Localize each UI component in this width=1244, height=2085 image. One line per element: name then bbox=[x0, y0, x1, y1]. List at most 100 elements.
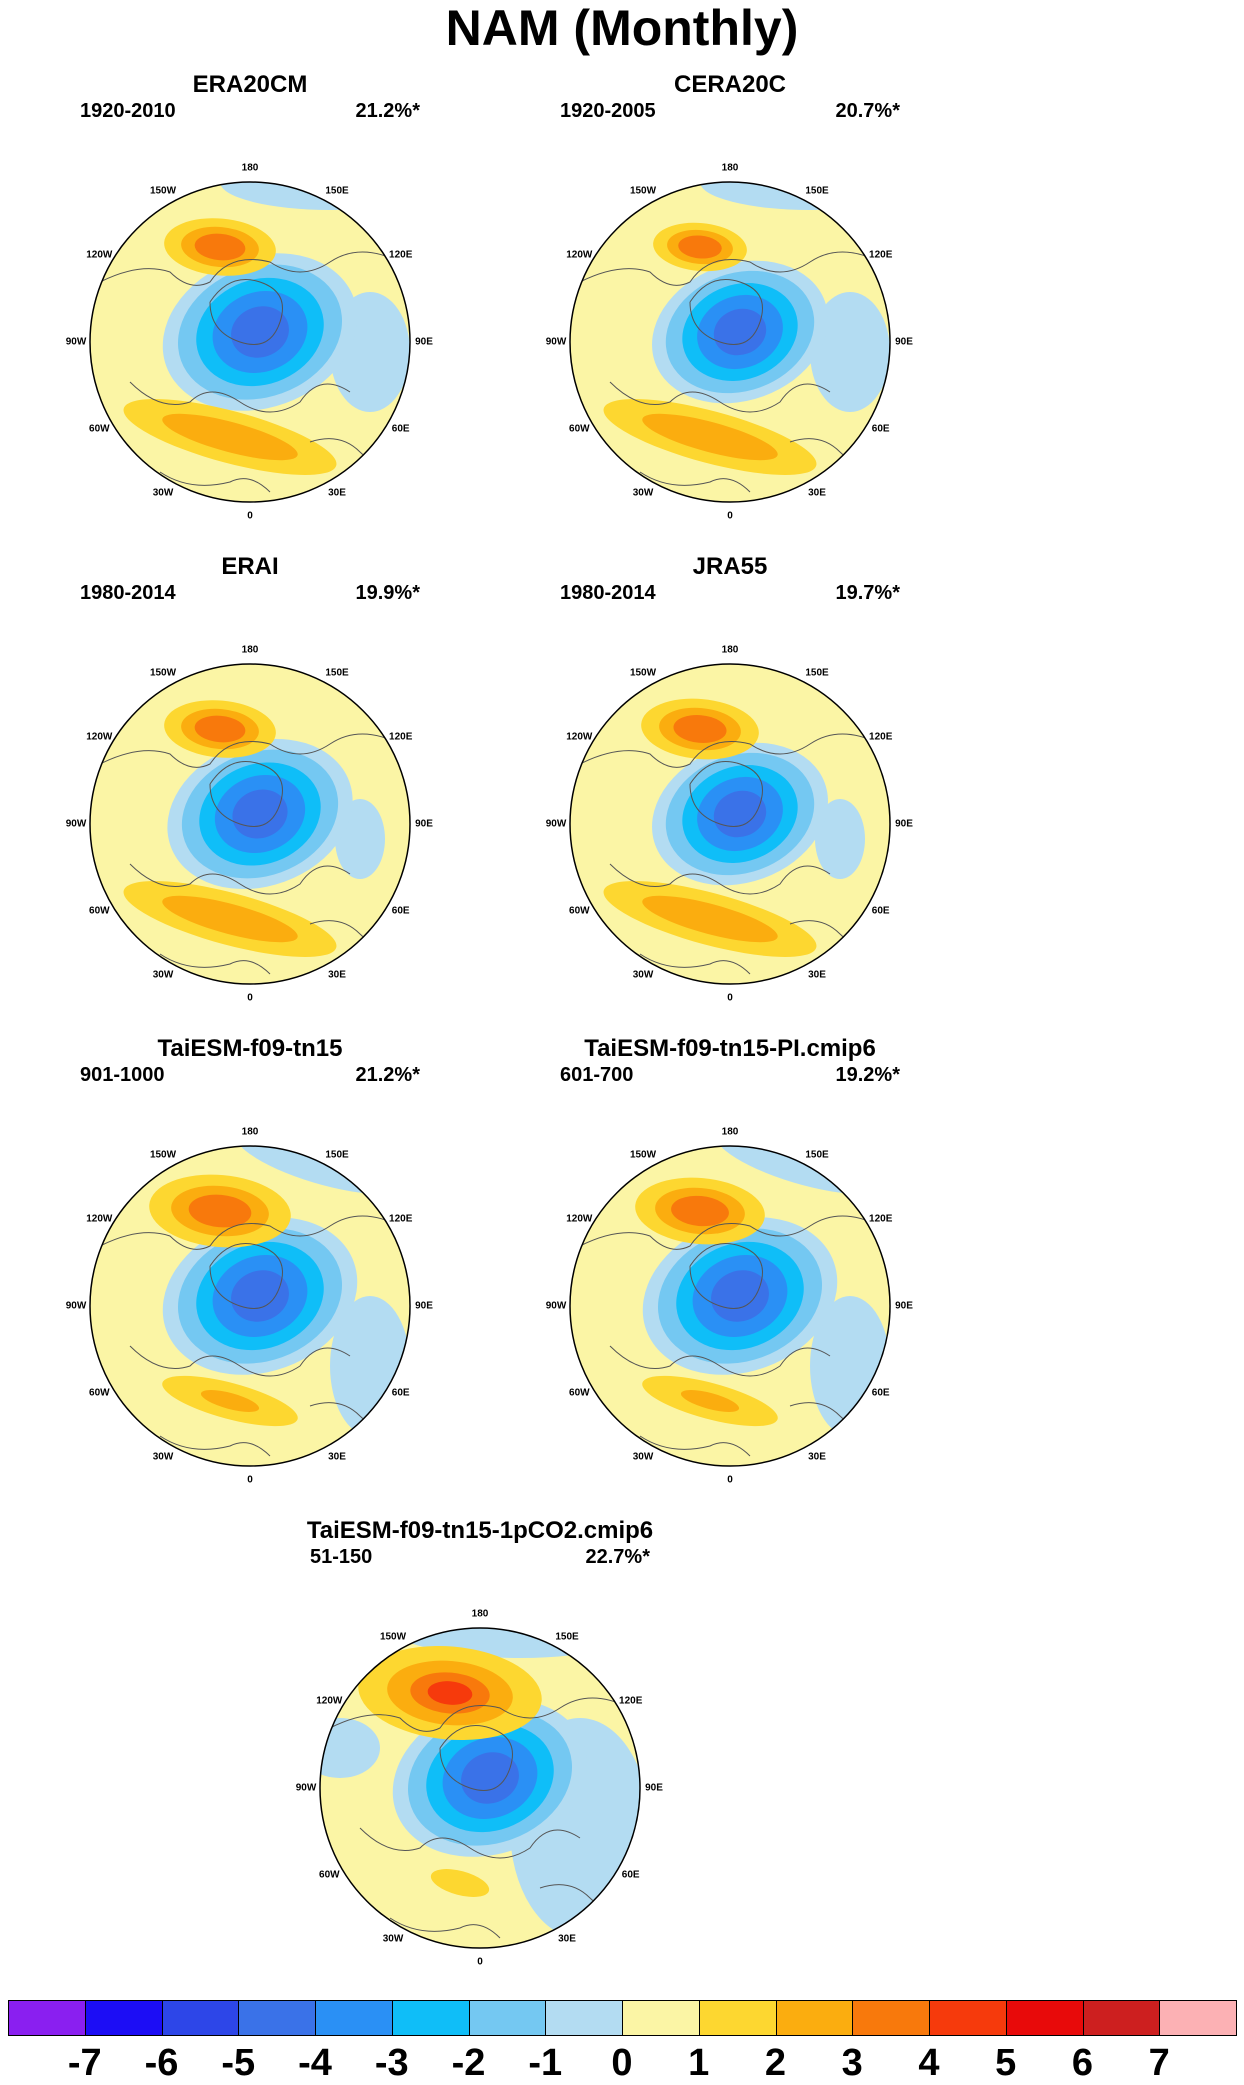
negative-anomaly-contour bbox=[231, 306, 289, 358]
longitude-label: 180 bbox=[241, 162, 259, 174]
explained-variance: 20.7%* bbox=[835, 100, 901, 122]
panel-title: ERAI bbox=[221, 553, 279, 580]
colorbar-tick-label: 6 bbox=[1071, 2042, 1094, 2084]
longitude-label: 120W bbox=[86, 249, 113, 261]
longitude-label: 120E bbox=[869, 1213, 893, 1225]
coastline bbox=[99, 733, 401, 768]
colorbar-swatch bbox=[8, 2000, 86, 2036]
coastline bbox=[159, 471, 271, 493]
colorbar-tick-label: 1 bbox=[688, 2042, 710, 2084]
negative-anomaly-contour bbox=[231, 1270, 289, 1322]
longitude-label: 60W bbox=[569, 905, 590, 917]
colorbar-swatch bbox=[238, 2000, 316, 2036]
longitude-label: 150E bbox=[325, 1149, 349, 1161]
map-border bbox=[89, 181, 411, 503]
coastline bbox=[639, 953, 751, 975]
positive-anomaly-contour bbox=[188, 1194, 252, 1228]
panel-period: 1920-2010 bbox=[80, 100, 176, 122]
longitude-label: 90W bbox=[295, 1782, 317, 1794]
colorbar-swatch bbox=[1159, 2000, 1237, 2036]
colorbar-tick-label: 7 bbox=[1148, 2042, 1170, 2084]
polar-map bbox=[569, 1145, 891, 1467]
colorbar-tick-label: -2 bbox=[451, 2042, 486, 2084]
longitude-label: 120E bbox=[389, 731, 413, 743]
coastline bbox=[439, 1725, 513, 1791]
longitude-label: 120E bbox=[619, 1695, 643, 1707]
longitude-label: 90E bbox=[415, 1300, 433, 1312]
coastline bbox=[159, 1435, 271, 1457]
longitude-label: 150W bbox=[149, 1149, 177, 1161]
explained-variance: 21.2%* bbox=[355, 100, 421, 122]
coastline bbox=[209, 761, 283, 827]
longitude-label: 150W bbox=[379, 1631, 407, 1643]
negative-anomaly-patch bbox=[815, 799, 865, 879]
map-panel: TaiESM-f09-tn15-PI.cmip6 601-700 19.2%* 180… bbox=[520, 1034, 940, 1504]
longitude-label: 150W bbox=[629, 667, 657, 679]
positive-anomaly-contour bbox=[642, 413, 778, 461]
map-border bbox=[569, 181, 891, 503]
longitude-label: 150E bbox=[325, 667, 349, 679]
coastline bbox=[209, 1243, 283, 1309]
colorbar: -7 -6 -5 -4 -3 -2 -1 0 1 2 3 4 5 6 7 bbox=[8, 2000, 1237, 2084]
longitude-label: 30W bbox=[632, 1451, 654, 1463]
negative-anomaly-contour bbox=[711, 1270, 769, 1322]
coastline bbox=[159, 953, 271, 975]
polar-map bbox=[319, 1627, 641, 1949]
longitude-label: 90E bbox=[895, 336, 913, 348]
coastline bbox=[689, 279, 763, 345]
longitude-label: 0 bbox=[247, 1474, 253, 1486]
longitude-label: 180 bbox=[471, 1608, 489, 1620]
longitude-label: 60W bbox=[89, 423, 110, 435]
coastline bbox=[579, 1215, 881, 1250]
longitude-label: 60W bbox=[569, 423, 590, 435]
map-panel: TaiESM-f09-tn15-1pCO2.cmip6 51-150 22.7%* 1… bbox=[270, 1516, 690, 1986]
longitude-label: 150W bbox=[149, 667, 177, 679]
positive-anomaly-contour bbox=[673, 715, 727, 743]
longitude-label: 120E bbox=[869, 249, 893, 261]
longitude-label: 60E bbox=[391, 905, 410, 917]
colorbar-tick-label: -1 bbox=[528, 2042, 563, 2084]
colorbar-tick-label: -5 bbox=[221, 2042, 256, 2084]
longitude-label: 150W bbox=[149, 185, 177, 197]
longitude-label: 30W bbox=[152, 487, 174, 499]
colorbar-tick-label: -4 bbox=[298, 2042, 332, 2084]
colorbar-swatch bbox=[622, 2000, 700, 2036]
colorbar-tick-label: 2 bbox=[764, 2042, 787, 2084]
positive-anomaly-contour bbox=[430, 1869, 490, 1897]
negative-anomaly-patch bbox=[380, 1628, 640, 1658]
colorbar-swatch bbox=[315, 2000, 393, 2036]
negative-anomaly-contour bbox=[461, 1752, 519, 1804]
panel-period: 51-150 bbox=[310, 1546, 373, 1568]
longitude-label: 90E bbox=[895, 1300, 913, 1312]
coastline bbox=[359, 1827, 581, 1859]
colorbar-tick-label: 4 bbox=[918, 2042, 940, 2084]
colorbar-swatch bbox=[929, 2000, 1007, 2036]
longitude-label: 150E bbox=[805, 667, 829, 679]
map-panel: JRA55 1980-2014 19.7%* 180 150E 120E 90E 60E 30E… bbox=[520, 552, 940, 1022]
longitude-label: 0 bbox=[477, 1956, 483, 1968]
longitude-label: 90E bbox=[645, 1782, 663, 1794]
colorbar-swatch bbox=[468, 2000, 547, 2036]
longitude-label: 60W bbox=[89, 1387, 110, 1399]
longitude-label: 60E bbox=[871, 1387, 890, 1399]
longitude-label: 90E bbox=[895, 818, 913, 830]
longitude-label: 30E bbox=[808, 1451, 826, 1463]
polar-map bbox=[569, 663, 891, 985]
map-border bbox=[89, 663, 411, 985]
positive-anomaly-contour bbox=[671, 1195, 729, 1227]
coastline bbox=[99, 251, 401, 286]
longitude-label: 30W bbox=[382, 1933, 404, 1945]
longitude-label: 120W bbox=[566, 1213, 593, 1225]
longitude-label: 90W bbox=[545, 818, 567, 830]
map-border bbox=[319, 1627, 641, 1949]
longitude-label: 30E bbox=[328, 487, 346, 499]
coastline bbox=[689, 1243, 763, 1309]
longitude-label: 60E bbox=[871, 423, 890, 435]
longitude-label: 120W bbox=[316, 1695, 343, 1707]
longitude-label: 120E bbox=[389, 249, 413, 261]
longitude-label: 90W bbox=[545, 1300, 567, 1312]
longitude-label: 60E bbox=[391, 423, 410, 435]
coastline bbox=[639, 471, 751, 493]
colorbar-swatch bbox=[84, 2000, 163, 2036]
longitude-label: 180 bbox=[721, 162, 739, 174]
